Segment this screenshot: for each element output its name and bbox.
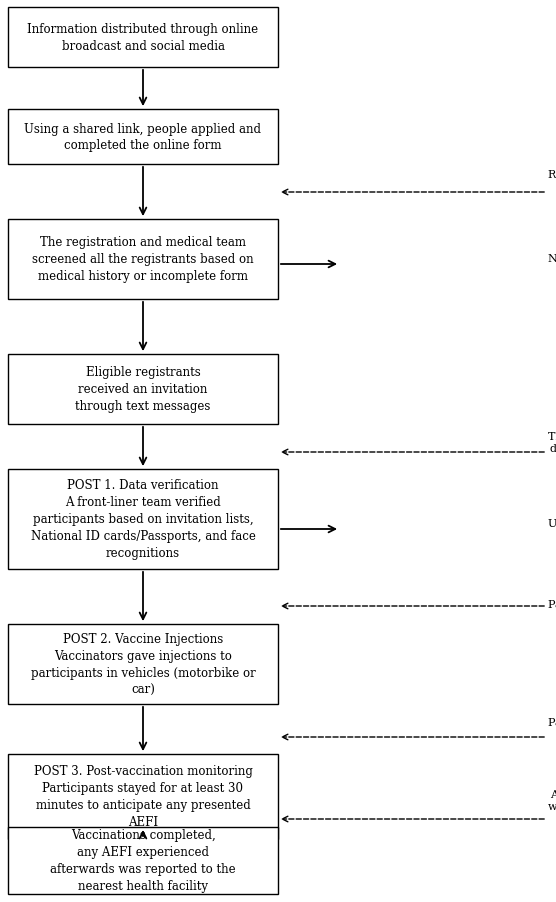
Text: Vaccinations completed,
any AEFI experienced
afterwards was reported to the
near: Vaccinations completed, any AEFI experie… <box>50 829 236 892</box>
Bar <box>8 469 278 569</box>
Text: The day, participants came to the
drive-through vaccination venue: The day, participants came to the drive-… <box>548 431 556 453</box>
Text: Registrants completed the basic personal data
and self-assessed medical history: Registrants completed the basic personal… <box>548 170 556 191</box>
Text: POST 1. Data verification
A front-liner team verified
participants based on invi: POST 1. Data verification A front-liner … <box>31 479 255 560</box>
Text: Participants moved to post 3, paramedics
were standby along the way: Participants moved to post 3, paramedics… <box>548 717 556 739</box>
Bar <box>8 624 278 704</box>
Text: Using a shared link, people applied and
completed the online form: Using a shared link, people applied and … <box>24 123 261 152</box>
Bar <box>8 827 278 894</box>
Text: POST 2. Vaccine Injections
Vaccinators gave injections to
participants in vehicl: POST 2. Vaccine Injections Vaccinators g… <box>31 632 255 696</box>
Text: POST 3. Post-vaccination monitoring
Participants stayed for at least 30
minutes : POST 3. Post-vaccination monitoring Part… <box>33 765 252 829</box>
Bar <box>8 8 278 68</box>
Text: Eligible registrants
received an invitation
through text messages: Eligible registrants received an invitat… <box>75 366 211 413</box>
Bar <box>8 754 278 839</box>
Bar <box>8 220 278 299</box>
Text: Information distributed through online
broadcast and social media: Information distributed through online b… <box>27 23 259 53</box>
Text: A mini emergency unit was set and facilitated
with adequate medical appliances a: A mini emergency unit was set and facili… <box>548 789 556 823</box>
Text: Not eligible applicants were
not invited: Not eligible applicants were not invited <box>548 254 556 275</box>
Text: Participants moved to post 2: Participants moved to post 2 <box>548 599 556 610</box>
Text: Unverified participants were not
allowed to go to the next post: Unverified participants were not allowed… <box>548 519 556 540</box>
Text: The registration and medical team
screened all the registrants based on
medical : The registration and medical team screen… <box>32 236 254 283</box>
Bar <box>8 110 278 165</box>
Bar <box>8 354 278 425</box>
